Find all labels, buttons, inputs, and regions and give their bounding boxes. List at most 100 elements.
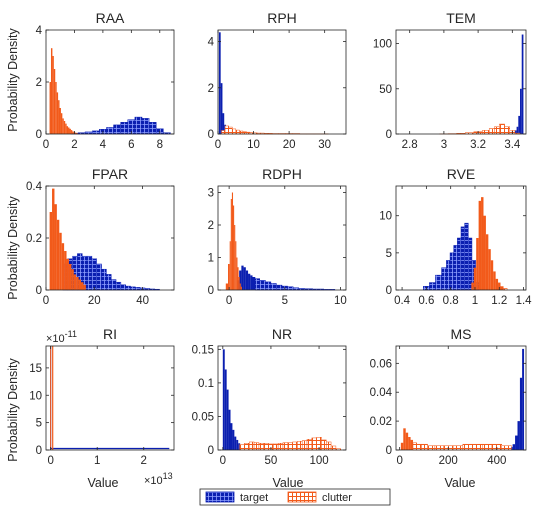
- x-tick-label: 1: [94, 455, 100, 467]
- bar-clutter: [229, 241, 231, 290]
- bar-clutter: [494, 126, 500, 135]
- y-tick-label: 4: [36, 25, 43, 37]
- x-tick-label: 10: [247, 139, 260, 151]
- y-tick-label: 4: [208, 37, 215, 49]
- x-tick-label: 0.8: [443, 295, 459, 307]
- x-tick-label: 0: [47, 455, 53, 467]
- axes-box: [45, 345, 175, 451]
- bar-target: [449, 252, 454, 291]
- x-exponent-power: 13: [163, 471, 173, 481]
- bar-clutter: [403, 428, 406, 450]
- panel-tem: 2.8 3 3.2 3.4 0 50 100 TEM: [373, 10, 527, 151]
- legend-label-clutter: clutter: [322, 492, 352, 504]
- y-exponent-label: ×10-11: [46, 329, 77, 345]
- bar-target: [250, 275, 253, 291]
- y-tick-label: 0: [386, 129, 392, 141]
- y-tick-label: 0.06: [370, 358, 392, 370]
- y-tick-label: 0: [36, 445, 42, 457]
- bar-clutter: [263, 443, 269, 451]
- bar-clutter: [434, 445, 444, 451]
- bar-clutter: [50, 346, 52, 450]
- bar-target: [125, 285, 131, 291]
- bar-clutter: [231, 192, 234, 290]
- x-tick-label: 3.2: [470, 139, 486, 151]
- bar-clutter: [306, 439, 313, 451]
- x-tick-label: 200: [439, 455, 458, 467]
- bar-clutter: [493, 271, 496, 290]
- bar-target: [232, 429, 235, 450]
- bar-clutter: [75, 132, 77, 134]
- bar-clutter: [234, 225, 236, 290]
- bar-clutter: [498, 282, 501, 290]
- bar-clutter: [68, 264, 72, 290]
- bar-target: [522, 348, 525, 450]
- panel-title: RI: [103, 326, 117, 342]
- bar-clutter: [231, 128, 237, 135]
- bar-clutter: [56, 92, 59, 134]
- bar-target: [96, 263, 102, 291]
- bar-target: [252, 277, 256, 290]
- bar-clutter: [330, 445, 337, 451]
- bar-clutter: [482, 443, 493, 451]
- bar-target: [141, 118, 150, 135]
- bar-target: [130, 286, 136, 291]
- x-tick-label: 0: [43, 295, 49, 307]
- bar-clutter: [421, 443, 428, 451]
- bar-target: [255, 278, 260, 291]
- panel-title: RVE: [447, 166, 476, 182]
- bar-clutter: [488, 128, 495, 135]
- panel-title: NR: [272, 326, 292, 342]
- bar-target: [518, 115, 521, 134]
- bar-target: [460, 226, 465, 291]
- bar-target: [248, 273, 251, 290]
- x-tick-label: 20: [88, 295, 101, 307]
- y-exponent-power: -11: [65, 329, 77, 339]
- bar-target: [429, 282, 436, 291]
- y-tick-label: 0: [208, 129, 214, 141]
- bar-target: [453, 245, 458, 291]
- bar-clutter: [410, 439, 414, 450]
- bar-target: [270, 283, 277, 291]
- bar-clutter: [297, 441, 303, 451]
- y-tick-label: 50: [379, 84, 392, 96]
- bar-clutter: [462, 443, 473, 451]
- panel-ms: 0 200 400 0 0.02 0.04 0.06 MS: [370, 326, 527, 467]
- panel-title: RDPH: [262, 166, 302, 182]
- bar-clutter: [490, 260, 494, 290]
- bar-clutter: [50, 48, 53, 135]
- bar-clutter: [63, 121, 66, 134]
- bar-clutter: [472, 443, 483, 451]
- x-tick-label: 1.2: [491, 295, 507, 307]
- bar-clutter: [64, 251, 67, 290]
- legend-swatch-target: [205, 491, 235, 503]
- bar-clutter: [49, 82, 51, 134]
- bar-target: [91, 130, 100, 135]
- bar-target: [222, 113, 225, 134]
- bar-clutter: [69, 128, 71, 134]
- panel-title: MS: [451, 326, 472, 342]
- axes-box: [45, 29, 175, 135]
- bar-clutter: [473, 267, 477, 290]
- y-tick-label: 10: [379, 211, 392, 223]
- bar-target: [519, 377, 523, 450]
- y-tick-label: 0.4: [26, 181, 43, 193]
- bar-clutter: [311, 437, 317, 451]
- legend-label-target: target: [240, 492, 268, 504]
- bar-target: [110, 279, 117, 291]
- bar-target: [230, 423, 233, 450]
- bar-clutter: [53, 69, 56, 134]
- x-tick-label: 1: [472, 295, 478, 307]
- bar-clutter: [326, 441, 332, 451]
- axes-box: [395, 345, 527, 451]
- x-tick-label: 5: [282, 295, 288, 307]
- x-tick-label: 0.4: [394, 295, 411, 307]
- y-tick-label: 0.02: [370, 416, 392, 428]
- bar-clutter: [500, 286, 504, 290]
- x-tick-label: 20: [283, 139, 296, 151]
- bar-target: [222, 349, 225, 450]
- bar-clutter: [54, 204, 57, 290]
- bar-clutter: [230, 199, 232, 290]
- panel-rdph: 0 5 10 0 1 2 3 RDPH: [208, 166, 347, 307]
- bar-clutter: [56, 219, 60, 290]
